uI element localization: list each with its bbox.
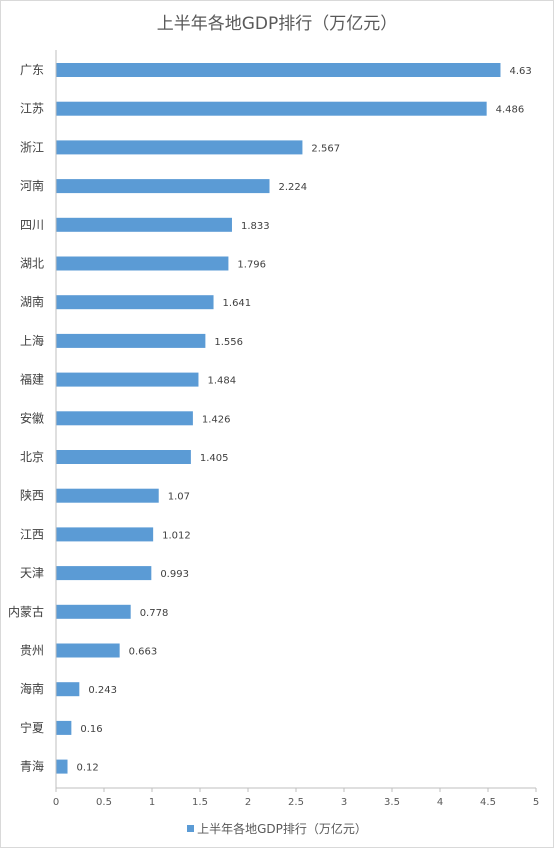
data-label: 1.426 (202, 414, 231, 425)
data-label: 1.556 (214, 337, 243, 348)
x-tick-label: 1.5 (192, 797, 208, 808)
x-tick-label: 2.5 (288, 797, 304, 808)
bar (56, 759, 68, 774)
category-label: 安徽 (20, 410, 44, 425)
data-label: 0.12 (77, 763, 99, 774)
category-label: 北京 (20, 450, 44, 464)
data-label: 1.012 (162, 530, 191, 541)
data-label: 0.16 (80, 724, 102, 735)
bar (56, 527, 154, 542)
category-label: 江西 (20, 527, 44, 541)
data-label: 1.796 (237, 260, 266, 271)
category-label: 湖南 (20, 294, 44, 309)
legend-swatch (187, 825, 195, 832)
data-label: 4.63 (509, 66, 531, 77)
data-label: 0.243 (88, 685, 117, 696)
category-label: 贵州 (20, 644, 44, 658)
bar (56, 101, 487, 116)
bar (56, 682, 80, 697)
bar (56, 450, 191, 464)
category-label: 天津 (20, 566, 44, 580)
data-label: 4.486 (496, 105, 525, 116)
category-label: 内蒙古 (8, 604, 44, 619)
data-label: 2.224 (279, 182, 308, 193)
x-tick-label: 3 (341, 797, 347, 808)
category-label: 海南 (20, 681, 44, 696)
category-label: 陕西 (20, 488, 44, 503)
x-tick-label: 1 (149, 797, 155, 808)
bar (56, 295, 214, 310)
bar (56, 372, 199, 387)
bar (56, 720, 72, 735)
x-tick-label: 0.5 (96, 797, 112, 808)
bar (56, 643, 120, 658)
data-label: 0.663 (129, 647, 158, 658)
x-tick-label: 0 (53, 797, 59, 808)
data-label: 0.778 (140, 608, 169, 619)
bar (56, 566, 152, 581)
bar (56, 140, 303, 155)
data-label: 2.567 (311, 143, 340, 154)
category-label: 浙江 (20, 140, 44, 154)
category-label: 宁夏 (20, 720, 44, 735)
data-label: 1.641 (223, 298, 252, 309)
x-tick-label: 2 (245, 797, 251, 808)
chart-title: 上半年各地GDP排行（万亿元） (156, 14, 398, 34)
x-tick-label: 4 (437, 797, 443, 808)
x-tick-label: 5 (533, 797, 539, 808)
bar (56, 333, 206, 348)
bar (56, 604, 131, 619)
x-tick-label: 3.5 (384, 797, 400, 808)
category-label: 上海 (20, 333, 44, 348)
category-label: 江苏 (20, 102, 44, 116)
bar (56, 217, 232, 232)
data-label: 1.405 (200, 453, 229, 464)
data-label: 0.993 (160, 569, 189, 580)
category-label: 广东 (20, 63, 44, 77)
legend-label: 上半年各地GDP排行（万亿元） (197, 822, 367, 836)
category-label: 四川 (20, 218, 44, 232)
bar (56, 179, 270, 194)
data-label: 1.833 (241, 221, 270, 232)
bar (56, 256, 229, 271)
category-label: 湖北 (20, 256, 44, 271)
category-label: 青海 (20, 759, 44, 774)
bar (56, 63, 501, 77)
data-label: 1.484 (207, 376, 236, 387)
bar (56, 411, 193, 426)
bar (56, 488, 159, 503)
category-label: 福建 (20, 372, 44, 387)
category-label: 河南 (20, 178, 44, 193)
data-label: 1.07 (168, 492, 190, 503)
legend: 上半年各地GDP排行（万亿元） (0, 820, 554, 837)
x-tick-label: 4.5 (480, 797, 496, 808)
